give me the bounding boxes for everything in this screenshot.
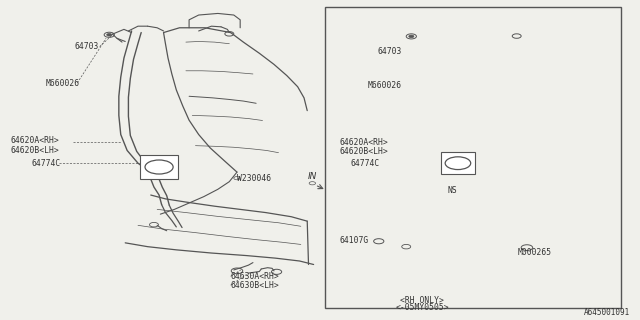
Text: NS: NS bbox=[448, 186, 458, 195]
Text: IN: IN bbox=[308, 172, 317, 181]
Text: A645001091: A645001091 bbox=[584, 308, 630, 317]
Circle shape bbox=[107, 34, 112, 36]
Text: M660026: M660026 bbox=[45, 79, 79, 88]
Text: 64774C: 64774C bbox=[31, 159, 61, 168]
Bar bbox=[325, 7, 621, 308]
Text: 64620A<RH>: 64620A<RH> bbox=[10, 136, 59, 145]
Bar bbox=[442, 152, 474, 174]
Text: 64774C: 64774C bbox=[351, 159, 380, 168]
Text: <-05MY0505>: <-05MY0505> bbox=[396, 303, 449, 312]
Text: 64620B<LH>: 64620B<LH> bbox=[339, 147, 388, 156]
Text: M660026: M660026 bbox=[368, 81, 402, 90]
Text: <RH ONLY>: <RH ONLY> bbox=[400, 296, 444, 305]
Text: M000265: M000265 bbox=[518, 248, 552, 257]
Circle shape bbox=[409, 35, 414, 38]
Text: W230046: W230046 bbox=[237, 174, 271, 183]
Text: 64107G: 64107G bbox=[339, 236, 369, 245]
Text: 64630B<LH>: 64630B<LH> bbox=[230, 281, 279, 290]
Text: 64703: 64703 bbox=[378, 47, 402, 56]
Bar bbox=[140, 155, 178, 179]
Text: 64630A<RH>: 64630A<RH> bbox=[230, 272, 279, 281]
Text: 64620B<LH>: 64620B<LH> bbox=[10, 146, 59, 155]
Text: 64620A<RH>: 64620A<RH> bbox=[339, 138, 388, 147]
Text: 64703: 64703 bbox=[74, 42, 99, 52]
